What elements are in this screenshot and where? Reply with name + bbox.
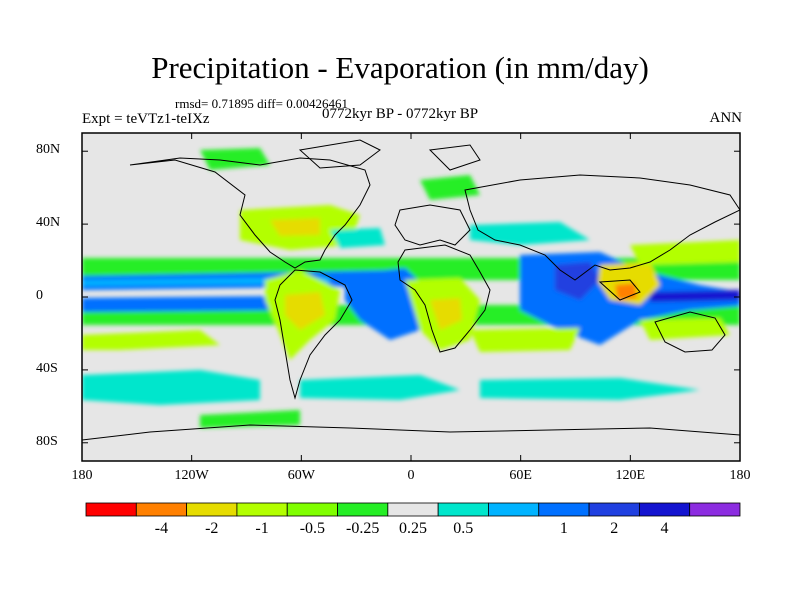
- colorbar-swatch: [286, 502, 338, 517]
- y-tick-label: 40N: [36, 215, 61, 231]
- colorbar-swatch: [85, 502, 137, 517]
- colorbar-label: -1: [255, 520, 269, 537]
- field-layer: [82, 139, 740, 441]
- colorbar-label: -2: [205, 520, 219, 537]
- colorbar-swatch: [135, 502, 188, 517]
- colorbar-label: 2: [610, 520, 619, 537]
- colorbar: [85, 502, 741, 517]
- colorbar-label: -0.25: [346, 520, 380, 537]
- y-tick-label: 80S: [36, 433, 58, 449]
- x-tick-label: 60E: [509, 468, 532, 483]
- season-label: ANN: [709, 110, 743, 126]
- colorbar-swatch: [387, 502, 439, 517]
- experiment-label: Expt = teVTz1-teIXz: [82, 111, 210, 127]
- colorbar-label: 1: [559, 520, 568, 537]
- period-label: 0772kyr BP - 0772kyr BP: [322, 106, 479, 122]
- colorbar-swatch: [588, 502, 640, 517]
- y-tick-label: 80N: [36, 142, 61, 158]
- colorbar-swatch: [437, 502, 489, 517]
- colorbar-swatch: [538, 502, 590, 517]
- colorbar-swatch: [638, 502, 691, 517]
- colorbar-label: -4: [154, 520, 169, 537]
- coastlines: [82, 139, 740, 441]
- x-tick-label: 120E: [615, 468, 646, 483]
- colorbar-swatch: [337, 502, 389, 517]
- colorbar-label: 0.5: [453, 520, 474, 537]
- stats-label: rmsd= 0.71895 diff= 0.00426461: [175, 96, 348, 111]
- axis-ticks: [81, 133, 741, 461]
- y-tick-label: 0: [36, 288, 43, 303]
- colorbar-label: 0.25: [399, 520, 427, 537]
- colorbar-swatch: [689, 502, 741, 517]
- colorbar-swatch: [488, 502, 540, 517]
- y-tick-label: 40S: [36, 360, 58, 376]
- colorbar-swatch: [236, 502, 288, 517]
- colorbar-label: 4: [660, 520, 669, 537]
- x-tick-label: 180: [729, 468, 751, 483]
- x-tick-label: 180: [71, 468, 93, 483]
- x-tick-label: 0: [407, 468, 415, 483]
- colorbar-label: -0.5: [299, 520, 326, 537]
- x-tick-label: 120W: [174, 468, 209, 483]
- colorbar-swatch: [186, 502, 238, 517]
- x-tick-label: 60W: [287, 468, 315, 483]
- map-title: Precipitation - Evaporation (in mm/day): [151, 50, 649, 85]
